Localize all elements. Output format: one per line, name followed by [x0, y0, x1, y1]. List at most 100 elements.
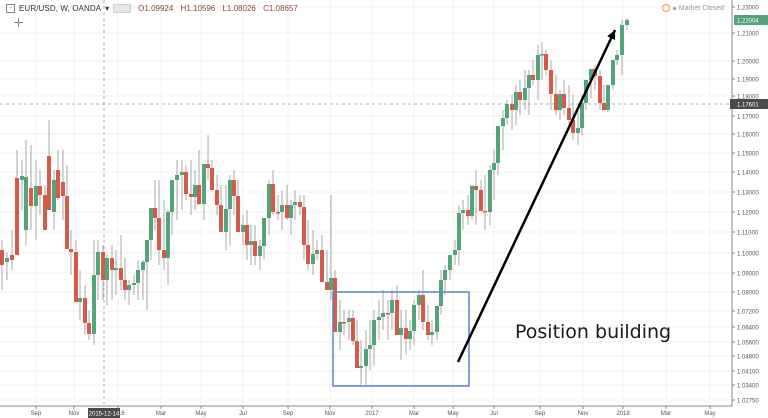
candle-up [347, 318, 351, 322]
crosshair-date-label: 2015-12-14 [89, 412, 120, 418]
candle-up [580, 103, 584, 128]
candle-down [253, 241, 257, 256]
candle-down [351, 318, 355, 341]
arrow-head-icon [607, 30, 616, 40]
candle-down [65, 196, 69, 249]
price-tick-label: 1.16000 [737, 133, 759, 139]
candle-down [342, 322, 346, 324]
candle-down [544, 54, 548, 70]
candle-down [483, 211, 487, 213]
candle-down [38, 186, 42, 195]
candle-down [554, 94, 558, 110]
candle-up [293, 202, 297, 205]
time-tick-label: Nov [325, 411, 336, 417]
candle-down [189, 194, 193, 197]
candle-up [338, 322, 342, 332]
candle-up [430, 332, 434, 335]
time-tick-label: Sep [283, 411, 294, 417]
candle-down [157, 218, 161, 250]
candle-up [315, 250, 319, 254]
candle-down [518, 92, 522, 100]
candle-down [333, 278, 337, 332]
trend-arrow[interactable] [456, 29, 617, 363]
candle-up [536, 55, 540, 80]
time-tick-label: Sep [31, 411, 42, 417]
annotation-text: Position building [515, 321, 672, 343]
price-tick-label: 1.17000 [737, 115, 759, 121]
time-tick-label: Nov [69, 411, 80, 417]
candle-down [119, 268, 123, 280]
candle-down [56, 170, 60, 198]
candle-down [395, 300, 399, 335]
symbol-label[interactable]: EUR/USD, W, OANDA [19, 4, 102, 13]
candle-up [448, 255, 452, 270]
market-status-label: Market Closed [678, 4, 724, 12]
candle-up [368, 345, 372, 349]
candle-down [355, 341, 359, 368]
candle-down [510, 104, 514, 110]
candle-up [105, 258, 109, 280]
last-price-label: 1.22004 [737, 19, 759, 25]
last-price-badge [734, 15, 768, 25]
candle-up [145, 240, 149, 262]
candle-up [540, 54, 544, 56]
dropdown-caret-icon[interactable]: ▾ [105, 4, 110, 13]
candle-up [611, 60, 615, 85]
candle-up [52, 180, 56, 212]
candle-up [377, 317, 381, 320]
candle-down [245, 225, 249, 245]
candle-down [47, 156, 51, 210]
collapse-icon[interactable]: − [6, 4, 15, 13]
candle-up [505, 104, 509, 118]
candle-down [320, 250, 324, 282]
candle-down [602, 103, 606, 110]
candle-up [141, 262, 145, 270]
candle-up [501, 118, 505, 126]
price-tick-label: 1.05600 [737, 341, 759, 347]
candle-up [470, 186, 474, 216]
indicator-badge [113, 4, 132, 13]
candle-down [232, 180, 236, 196]
candle-down [69, 249, 73, 252]
candle-up [249, 241, 253, 245]
candle-up [625, 20, 629, 25]
price-tick-label: 1.19000 [737, 78, 759, 84]
candle-up [114, 268, 118, 270]
candle-up [408, 331, 412, 339]
candle-up [175, 175, 179, 180]
candle-down [215, 190, 219, 205]
candle-up [228, 180, 232, 209]
candle-up [258, 246, 262, 256]
candle-up [390, 300, 394, 313]
candle-down [61, 182, 65, 196]
candle-down [426, 322, 430, 335]
candle-up [576, 128, 580, 133]
crosshair-price-label: 1.17601 [737, 103, 759, 109]
candle-down [571, 120, 575, 133]
candle-down [123, 280, 127, 290]
candle-up [443, 270, 447, 280]
candle-down [83, 298, 87, 323]
candle-up [381, 313, 385, 317]
candle-up [558, 94, 562, 110]
candle-up [202, 164, 206, 204]
price-tick-label: 1.23000 [737, 6, 759, 12]
crosshair-price-badge [730, 99, 768, 109]
candle-up [620, 25, 624, 55]
time-tick-label: Mar [409, 411, 419, 417]
candle-up [289, 205, 293, 218]
price-tick-label: 1.14000 [737, 171, 759, 177]
candle-down [598, 76, 602, 103]
candle-up [399, 328, 403, 335]
candle-up [359, 366, 363, 368]
candle-up [417, 295, 421, 305]
candle-up [180, 172, 184, 175]
candle-up [5, 258, 9, 262]
candle-up [492, 163, 496, 170]
candle-down [466, 210, 470, 216]
crosshair-cursor-icon [14, 18, 23, 27]
candle-up [149, 208, 153, 240]
candle-up [96, 252, 100, 275]
candle-up [311, 254, 315, 264]
